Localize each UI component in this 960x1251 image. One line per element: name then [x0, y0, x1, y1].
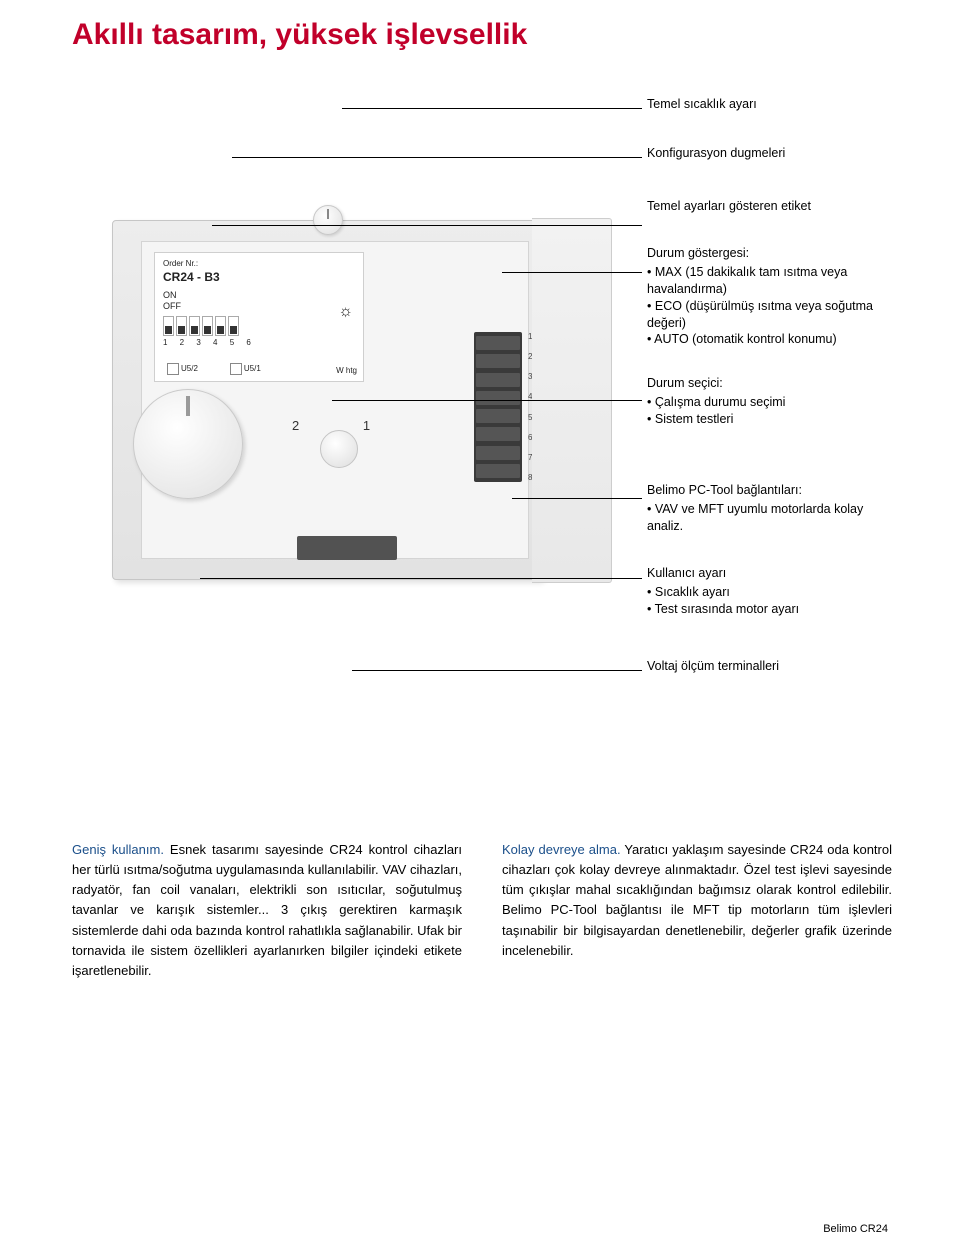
- callout-item: Test sırasında motor ayarı: [647, 601, 897, 618]
- callout-item: Sıcaklık ayarı: [647, 584, 897, 601]
- callout-title: Temel ayarları gösteren etiket: [647, 198, 897, 215]
- dip-switch: [163, 316, 174, 336]
- callout-durum-secici: Durum seçici: Çalışma durumu seçimi Sist…: [647, 375, 897, 428]
- right-lead: Kolay devreye alma.: [502, 842, 621, 857]
- callout-temel-sicaklik: Temel sıcaklık ayarı: [647, 96, 897, 113]
- callout-title: Temel sıcaklık ayarı: [647, 96, 897, 113]
- right-column: Kolay devreye alma. Yaratıcı yaklaşım sa…: [502, 840, 892, 981]
- callout-title: Durum seçici:: [647, 375, 897, 392]
- callout-title: Voltaj ölçüm terminalleri: [647, 658, 897, 675]
- left-lead: Geniş kullanım.: [72, 842, 164, 857]
- dip-switches: [163, 316, 355, 336]
- sun-icon: ☼: [338, 303, 353, 321]
- order-label: Order Nr.:: [163, 259, 355, 268]
- callout-durum-gostergesi: Durum göstergesi: MAX (15 dakikalık tam …: [647, 245, 897, 348]
- mode-selector-knob: [320, 430, 358, 468]
- dip-numbers: 1 2 3 4 5 6: [163, 338, 355, 347]
- callout-item: VAV ve MFT uyumlu motorlarda kolay anali…: [647, 501, 897, 535]
- temperature-dial: [133, 389, 243, 499]
- bottom-terminal: [297, 536, 397, 560]
- callout-title: Konfigurasyon dugmeleri: [647, 145, 897, 162]
- callout-title: Durum göstergesi:: [647, 245, 897, 262]
- terminal-block: [474, 332, 522, 482]
- top-knob: [313, 205, 343, 235]
- callout-item: Çalışma durumu seçimi: [647, 394, 897, 411]
- callout-kullanici-ayari: Kullanıcı ayarı Sıcaklık ayarı Test sıra…: [647, 565, 897, 618]
- callout-konfigurasyon: Konfigurasyon dugmeleri: [647, 145, 897, 162]
- dip-switch: [202, 316, 213, 336]
- leader-line: [332, 400, 642, 401]
- dip-switch: [189, 316, 200, 336]
- dip-switch: [176, 316, 187, 336]
- left-column: Geniş kullanım. Esnek tasarımı sayesinde…: [72, 840, 462, 981]
- wht-label: W htg: [336, 366, 357, 375]
- model-name: CR24 - B3: [163, 270, 355, 284]
- off-label: OFF: [163, 301, 355, 312]
- callout-item: Sistem testleri: [647, 411, 897, 428]
- callout-item: MAX (15 dakikalık tam ısıtma veya havala…: [647, 264, 897, 298]
- callout-etiket: Temel ayarları gösteren etiket: [647, 198, 897, 215]
- callout-voltaj: Voltaj ölçüm terminalleri: [647, 658, 897, 675]
- onoff-labels: ON OFF: [163, 290, 355, 312]
- body-columns: Geniş kullanım. Esnek tasarımı sayesinde…: [72, 840, 892, 981]
- dip-switch: [228, 316, 239, 336]
- right-text: Yaratıcı yaklaşım sayesinde CR24 oda kon…: [502, 842, 892, 958]
- device-diagram: Order Nr.: CR24 - B3 ON OFF 1 2 3 4 5 6 …: [72, 90, 892, 730]
- leader-line: [232, 157, 642, 158]
- leader-line: [212, 225, 642, 226]
- dip-switch: [215, 316, 226, 336]
- leader-line: [512, 498, 642, 499]
- callout-title: Belimo PC-Tool bağlantıları:: [647, 482, 897, 499]
- callout-pctool: Belimo PC-Tool bağlantıları: VAV ve MFT …: [647, 482, 897, 535]
- left-text: Esnek tasarımı sayesinde CR24 kontrol ci…: [72, 842, 462, 978]
- device-label-plate: Order Nr.: CR24 - B3 ON OFF 1 2 3 4 5 6 …: [154, 252, 364, 382]
- us-connectors: U5/2 U5/1: [167, 363, 261, 375]
- footer-text: Belimo CR24: [823, 1223, 888, 1235]
- us-1-label: U5/1: [230, 363, 261, 375]
- callout-item: AUTO (otomatik kontrol konumu): [647, 331, 897, 348]
- on-label: ON: [163, 290, 355, 301]
- leader-line: [342, 108, 642, 109]
- leader-line: [502, 272, 642, 273]
- leader-line: [352, 670, 642, 671]
- us-2-label: U5/2: [167, 363, 198, 375]
- page-title: Akıllı tasarım, yüksek işlevsellik: [72, 18, 527, 52]
- callout-item: ECO (düşürülmüş ısıtma veya soğutma değe…: [647, 298, 897, 332]
- leader-line: [200, 578, 642, 579]
- callout-title: Kullanıcı ayarı: [647, 565, 897, 582]
